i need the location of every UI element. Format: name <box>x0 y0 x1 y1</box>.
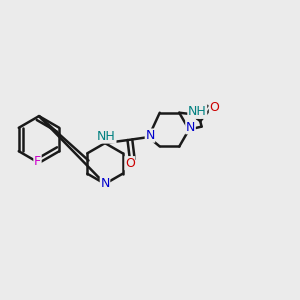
Text: O: O <box>125 157 135 170</box>
Text: F: F <box>34 155 41 168</box>
Text: N: N <box>145 129 155 142</box>
Text: O: O <box>209 101 219 115</box>
Text: N: N <box>100 177 110 190</box>
Text: NH: NH <box>97 130 116 143</box>
Text: N: N <box>186 121 195 134</box>
Text: NH: NH <box>188 105 207 118</box>
